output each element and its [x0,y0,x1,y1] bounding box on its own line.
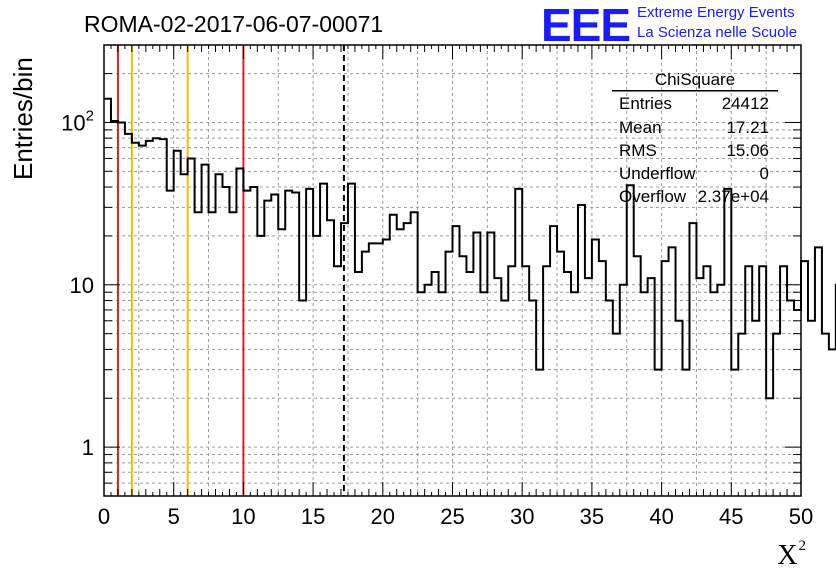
stats-value: 0 [759,164,769,183]
x-axis-label: X2 [777,538,806,572]
stats-label: Mean [619,118,662,137]
x-tick-label: 40 [649,504,673,529]
x-axis-label-base: X [777,540,798,571]
stats-label: Overflow [619,187,687,206]
x-tick-label: 0 [98,504,110,529]
stats-label: Underflow [619,164,696,183]
x-tick-label: 25 [440,504,464,529]
eee-logo: EEE [541,0,631,51]
x-axis: 0 5 10 15 20 25 30 35 40 45 50 [98,45,813,529]
logo-line-1: Extreme Energy Events [637,4,795,21]
y-tick-label: 102 [61,107,94,135]
stats-box-underline [612,90,778,92]
logo-line-2: La Scienza nelle Scuole [637,24,798,41]
x-tick-label: 30 [510,504,534,529]
stats-label: RMS [619,141,657,160]
stats-value: 15.06 [726,141,769,160]
y-tick-label-exponent: 2 [86,107,94,124]
x-tick-label: 45 [719,504,743,529]
stats-value: 2.37e+04 [697,187,769,206]
stats-row-entries: Entries 24412 [619,94,769,116]
x-tick-label: 50 [789,504,813,529]
stats-value: 24412 [721,94,769,113]
y-tick-label-base: 1 [82,435,94,460]
stats-row-overflow: Overflow 2.37e+04 [619,187,769,209]
chart-title: ROMA-02-2017-06-07-00071 [84,11,384,37]
x-tick-label: 15 [301,504,325,529]
stats-row-underflow: Underflow 0 [619,164,769,186]
stats-row-rms: RMS 15.06 [619,141,769,163]
y-tick-label-base: 10 [70,273,94,298]
histogram-series [104,97,836,400]
y-tick-label: 10 [70,273,94,298]
stats-box-title: ChiSquare [654,70,736,89]
y-tick-label: 1 [82,435,94,460]
x-axis-label-exponent: 2 [798,538,807,554]
stats-value: 17.21 [726,118,769,137]
stats-label: Entries [619,94,672,113]
x-tick-label: 35 [580,504,604,529]
stats-row-mean: Mean 17.21 [619,118,769,140]
x-tick-label: 5 [168,504,180,529]
y-axis-label: Entries/bin [8,57,38,180]
marker-lines [116,45,345,496]
x-tick-label: 20 [371,504,395,529]
grid-lines [103,44,802,497]
y-tick-label-base: 10 [61,110,85,135]
x-tick-label: 10 [231,504,255,529]
